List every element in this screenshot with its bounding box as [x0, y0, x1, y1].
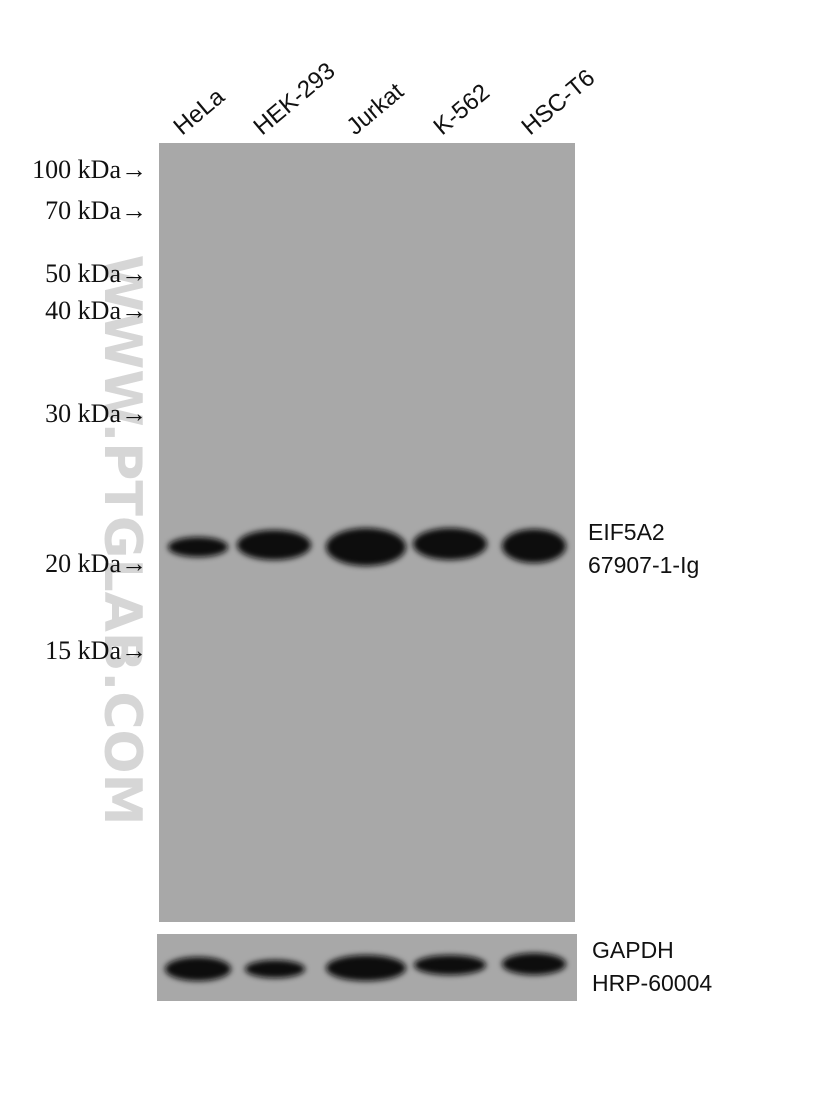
- control-name: GAPDH: [592, 937, 674, 963]
- watermark: WWW.PTGLAB.COM: [92, 255, 152, 826]
- target-antibody: 67907-1-Ig: [588, 552, 699, 578]
- target-name: EIF5A2: [588, 519, 665, 545]
- lane-label: Jurkat: [342, 78, 410, 141]
- lane-label: HeLa: [169, 83, 231, 141]
- marker-label: 30 kDa→: [45, 399, 147, 428]
- marker-label: 50 kDa→: [45, 259, 147, 288]
- lane-label: K-562: [429, 79, 495, 141]
- main-bands: [168, 528, 566, 566]
- marker-label: 20 kDa→: [45, 549, 147, 578]
- control-bands: [165, 953, 566, 981]
- lane-label: HEK-293: [249, 57, 341, 140]
- control-antibody: HRP-60004: [592, 970, 712, 996]
- marker-label: 100 kDa→: [32, 155, 147, 184]
- marker-label: 40 kDa→: [45, 296, 147, 325]
- marker-label: 15 kDa→: [45, 636, 147, 665]
- marker-label: 70 kDa→: [45, 196, 147, 225]
- lane-label: HSC-T6: [517, 64, 601, 140]
